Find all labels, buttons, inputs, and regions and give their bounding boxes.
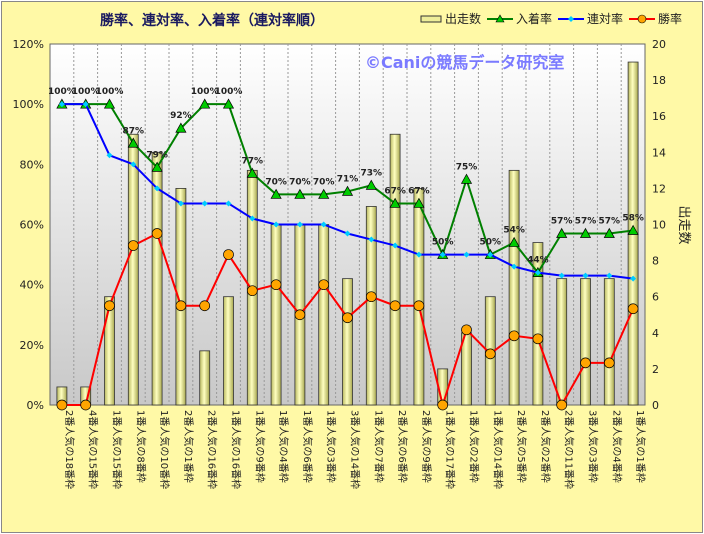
legend-item-win: 勝率 xyxy=(629,10,682,27)
legend-label: 入着率 xyxy=(516,12,553,26)
triangle-line-icon xyxy=(487,13,514,22)
legend: 出走数 入着率 連対率 勝率 xyxy=(420,10,682,27)
legend-label: 勝率 xyxy=(658,12,683,26)
legend-item-rentai: 連対率 xyxy=(558,10,623,27)
diamond-line-icon xyxy=(558,15,585,22)
legend-label: 連対率 xyxy=(587,12,624,26)
legend-label: 出走数 xyxy=(445,12,482,26)
legend-item-bars: 出走数 xyxy=(420,10,481,27)
legend-item-nyuchaku: 入着率 xyxy=(487,10,552,27)
chart-title: 勝率、連対率、入着率（連対率順） xyxy=(100,13,324,29)
bar-swatch-icon xyxy=(420,15,442,22)
circle-line-icon xyxy=(629,14,656,23)
